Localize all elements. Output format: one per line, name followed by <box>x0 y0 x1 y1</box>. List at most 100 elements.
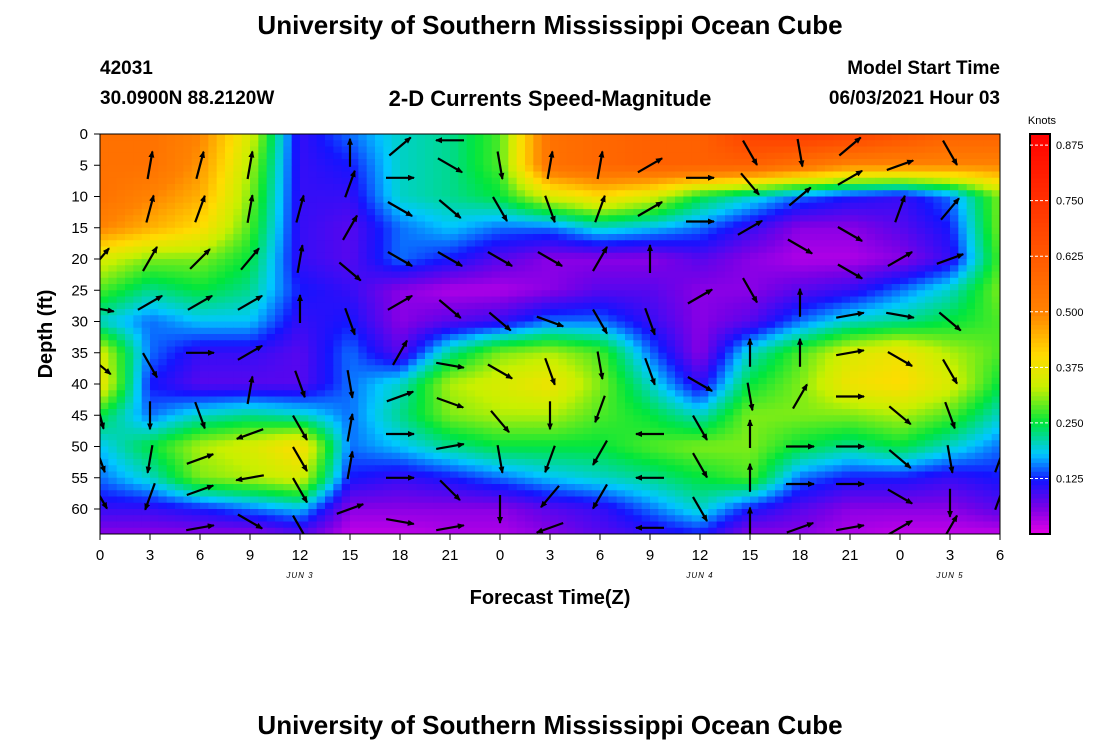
heatmap-cell <box>108 396 118 404</box>
heatmap-cell <box>850 252 859 260</box>
heatmap-cell <box>575 321 584 329</box>
heatmap-cell <box>108 415 118 423</box>
heatmap-cell <box>375 284 384 291</box>
heatmap-cell <box>908 146 918 154</box>
heatmap-cell <box>925 184 934 191</box>
heatmap-cell <box>733 171 743 179</box>
heatmap-cell <box>966 327 976 335</box>
heatmap-cell <box>258 152 268 160</box>
heatmap-cell <box>533 340 543 348</box>
heatmap-cell <box>300 234 309 241</box>
heatmap-cell <box>800 177 809 185</box>
heatmap-cell <box>675 190 684 198</box>
heatmap-cell <box>783 134 793 141</box>
heatmap-cell <box>658 265 668 273</box>
heatmap-cell <box>383 315 393 323</box>
heatmap-cell <box>333 377 343 385</box>
heatmap-cell <box>391 227 401 235</box>
heatmap-cell <box>466 184 476 191</box>
heatmap-cell <box>633 327 643 335</box>
heatmap-cell <box>183 321 193 329</box>
heatmap-cell <box>741 396 751 404</box>
heatmap-cell <box>241 365 251 373</box>
heatmap-cell <box>900 327 909 335</box>
heatmap-cell <box>383 334 393 341</box>
heatmap-cell <box>500 340 509 348</box>
heatmap-cell <box>983 359 993 366</box>
heatmap-cell <box>208 334 218 341</box>
heatmap-cell <box>166 321 176 329</box>
heatmap-cell <box>750 196 759 204</box>
heatmap-cell <box>458 196 468 204</box>
heatmap-cell <box>883 221 893 229</box>
heatmap-cell <box>425 209 434 216</box>
heatmap-cell <box>833 196 843 204</box>
heatmap-cell <box>133 227 143 235</box>
heatmap-cell <box>950 365 959 373</box>
heatmap-cell <box>341 246 351 254</box>
heatmap-cell <box>366 377 376 385</box>
heatmap-cell <box>625 315 634 323</box>
heatmap-cell <box>308 215 318 223</box>
heatmap-cell <box>166 215 176 223</box>
heatmap-cell <box>833 134 843 141</box>
heatmap-cell <box>666 377 676 385</box>
heatmap-cell <box>158 184 168 191</box>
heatmap-cell <box>666 159 676 166</box>
heatmap-cell <box>141 159 151 166</box>
heatmap-cell <box>758 209 768 216</box>
heatmap-cell <box>233 390 243 398</box>
heatmap-cell <box>100 315 109 323</box>
heatmap-cell <box>208 290 218 298</box>
heatmap-cell <box>166 271 176 279</box>
heatmap-cell <box>216 196 226 204</box>
heatmap-cell <box>166 202 176 210</box>
heatmap-cell <box>833 359 843 366</box>
heatmap-cell <box>816 321 826 329</box>
heatmap-cell <box>658 277 668 285</box>
heatmap-cell <box>883 340 893 348</box>
heatmap-cell <box>741 377 751 385</box>
heatmap-cell <box>425 177 434 185</box>
heatmap-cell <box>633 152 643 160</box>
heatmap-cell <box>516 390 526 398</box>
heatmap-cell <box>650 365 659 373</box>
heatmap-cell <box>616 246 626 254</box>
heatmap-cell <box>433 202 443 210</box>
heatmap-cell <box>325 202 334 210</box>
heatmap-cell <box>375 359 384 366</box>
heatmap-cell <box>291 409 301 416</box>
heatmap-cell <box>116 390 126 398</box>
heatmap-cell <box>791 140 801 148</box>
heatmap-cell <box>983 202 993 210</box>
heatmap-cell <box>175 221 184 229</box>
heatmap-cell <box>716 302 726 310</box>
heatmap-cell <box>891 134 901 141</box>
heatmap-cell <box>666 327 676 335</box>
heatmap-cell <box>900 221 909 229</box>
heatmap-cell <box>116 259 126 266</box>
heatmap-cell <box>850 346 859 354</box>
heatmap-cell <box>225 259 234 266</box>
heatmap-cell <box>891 402 901 410</box>
heatmap-cell <box>550 309 559 316</box>
heatmap-cell <box>950 409 959 416</box>
heatmap-cell <box>575 309 584 316</box>
heatmap-cell <box>841 384 851 391</box>
heatmap-cell <box>675 371 684 379</box>
heatmap-cell <box>250 277 259 285</box>
heatmap-cell <box>383 352 393 360</box>
heatmap-cell <box>775 390 784 398</box>
heatmap-cell <box>325 259 334 266</box>
heatmap-cell <box>416 321 426 329</box>
heatmap-cell <box>383 134 393 141</box>
heatmap-cell <box>633 209 643 216</box>
heatmap-cell <box>866 271 876 279</box>
heatmap-cell <box>566 284 576 291</box>
heatmap-cell <box>783 215 793 223</box>
heatmap-cell <box>658 327 668 335</box>
heatmap-cell <box>308 327 318 335</box>
heatmap-cell <box>191 321 201 329</box>
heatmap-cell <box>458 221 468 229</box>
heatmap-cell <box>383 302 393 310</box>
